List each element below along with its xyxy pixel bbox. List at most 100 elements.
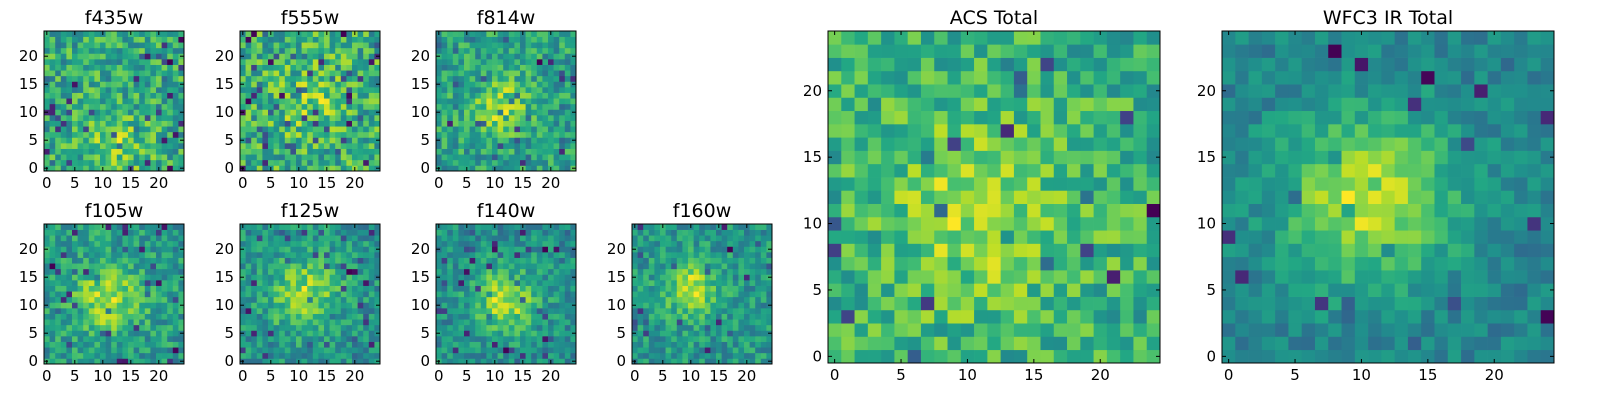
heatmap-cell — [503, 103, 510, 110]
heatmap-cell — [100, 87, 106, 93]
heatmap-cell — [251, 285, 258, 292]
heatmap-cell — [318, 165, 325, 172]
heatmap-cell — [755, 313, 762, 320]
heatmap-cell — [55, 302, 62, 309]
heatmap-cell — [77, 143, 84, 149]
heatmap-cell — [738, 229, 745, 236]
heatmap-cell — [525, 53, 532, 60]
heatmap-cell — [49, 115, 56, 121]
heatmap-cell — [105, 64, 112, 71]
heatmap-cell — [699, 296, 706, 303]
heatmap-cell — [486, 257, 493, 264]
heatmap-cell — [346, 296, 353, 303]
heatmap-cell — [732, 246, 739, 253]
heatmap-cell — [116, 252, 123, 258]
heatmap-cell — [60, 98, 67, 105]
heatmap-cell — [133, 115, 140, 121]
heatmap-cell — [307, 75, 314, 82]
heatmap-cell — [262, 47, 269, 54]
heatmap-cell — [632, 313, 638, 320]
heatmap-cell — [531, 235, 538, 242]
heatmap-cell — [436, 59, 442, 65]
heatmap-cell — [447, 252, 454, 258]
heatmap-cell — [144, 120, 151, 127]
heatmap-cell — [94, 64, 101, 71]
heatmap-cell — [111, 87, 118, 93]
heatmap-cell — [475, 291, 482, 298]
heatmap-cell — [66, 59, 73, 65]
heatmap-cell — [559, 154, 566, 161]
heatmap-cell — [514, 229, 521, 236]
heatmap-cell — [312, 31, 319, 37]
heatmap-cell — [77, 246, 84, 253]
heatmap-cell — [312, 115, 319, 121]
heatmap-cell — [94, 291, 101, 298]
heatmap-cell — [352, 148, 358, 155]
heatmap-cell — [329, 154, 336, 161]
heatmap-cell — [710, 296, 717, 303]
heatmap-cell — [55, 120, 62, 127]
heatmap-cell — [94, 358, 101, 365]
heatmap-cell — [44, 341, 50, 348]
heatmap-cell — [632, 263, 638, 270]
y-tick-label: 15 — [19, 268, 38, 286]
heatmap-cell — [441, 341, 448, 348]
heatmap-cell — [536, 240, 543, 247]
heatmap-cell — [312, 240, 319, 247]
heatmap-cell — [172, 109, 179, 116]
heatmap-cell — [553, 159, 560, 166]
heatmap-cell — [178, 143, 185, 149]
heatmap-cell — [128, 126, 134, 133]
heatmap-cell — [828, 349, 842, 364]
heatmap-cell — [542, 53, 549, 60]
heatmap-cell — [111, 53, 118, 60]
heatmap-cell — [1067, 323, 1081, 337]
heatmap-cell — [553, 268, 560, 275]
heatmap-cell — [480, 229, 487, 236]
heatmap-cell — [1106, 216, 1121, 231]
heatmap-cell — [749, 285, 756, 292]
heatmap-cell — [907, 336, 922, 351]
heatmap-cell — [335, 131, 342, 138]
heatmap-cell — [55, 313, 62, 320]
heatmap-cell — [100, 257, 106, 264]
heatmap-cell — [503, 165, 510, 172]
heatmap-cell — [111, 268, 118, 275]
heatmap-cell — [307, 274, 314, 281]
heatmap-cell — [111, 137, 118, 144]
heatmap-cell — [150, 143, 157, 149]
heatmap-cell — [105, 126, 112, 133]
heatmap-cell — [374, 75, 381, 82]
heatmap-cell — [514, 240, 521, 247]
heatmap-cell — [100, 274, 106, 281]
heatmap-cell — [531, 143, 538, 149]
heatmap-cell — [172, 319, 179, 326]
heatmap-cell — [324, 131, 330, 138]
heatmap-cell — [55, 131, 62, 138]
heatmap-cell — [542, 240, 549, 247]
heatmap-cell — [60, 257, 67, 264]
heatmap-cell — [520, 59, 526, 65]
heatmap-cell — [480, 313, 487, 320]
heatmap-cell — [296, 324, 302, 331]
heatmap-cell — [648, 324, 655, 331]
heatmap-cell — [139, 268, 146, 275]
heatmap-cell — [553, 330, 560, 337]
heatmap-cell — [178, 42, 185, 49]
y-tick-label: 20 — [411, 240, 430, 258]
heatmap-cell — [357, 229, 364, 236]
heatmap-cell — [88, 319, 95, 326]
heatmap-cell — [716, 285, 722, 292]
heatmap-cell — [83, 285, 90, 292]
heatmap-cell — [318, 257, 325, 264]
heatmap-cell — [178, 115, 185, 121]
heatmap-cell — [60, 268, 67, 275]
heatmap-cell — [974, 243, 988, 258]
heatmap-cell — [536, 224, 543, 230]
heatmap-cell — [161, 137, 168, 144]
heatmap-cell — [290, 165, 297, 172]
heatmap-cell — [111, 154, 118, 161]
heatmap-cell — [296, 330, 302, 337]
heatmap-cell — [458, 98, 465, 105]
heatmap-cell — [94, 341, 101, 348]
